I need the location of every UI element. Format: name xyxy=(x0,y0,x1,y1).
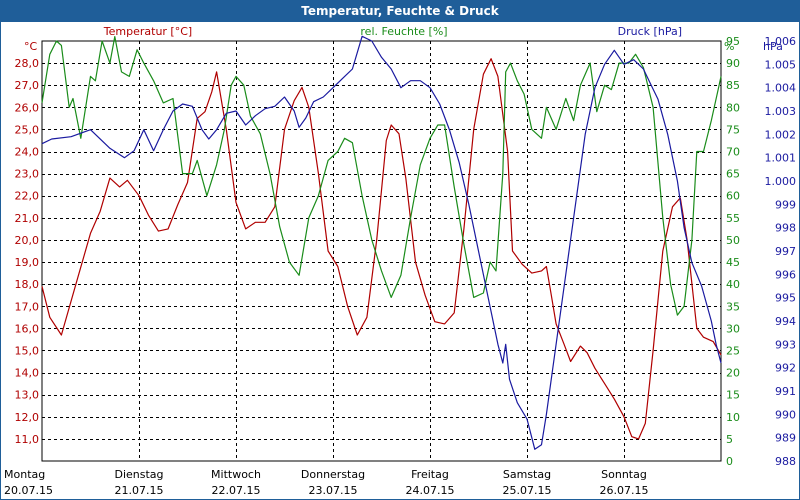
pressure-axis-title: Druck [hPa] xyxy=(618,25,682,38)
window-title: Temperatur, Feuchte & Druck xyxy=(1,1,799,22)
temperature-series-line xyxy=(41,58,722,440)
humidity-tick-label: 55 xyxy=(726,212,740,225)
pressure-tick-label: 1.005 xyxy=(765,58,797,71)
humidity-tick-label: 15 xyxy=(726,389,740,402)
pressure-tick-label: 998 xyxy=(775,222,796,235)
pressure-tick-label: 995 xyxy=(775,292,796,305)
humidity-tick-label: 20 xyxy=(726,367,740,380)
x-tick-day-label: Montag xyxy=(4,468,45,481)
humidity-tick-label: 35 xyxy=(726,300,740,313)
pressure-tick-label: 993 xyxy=(775,338,796,351)
humidity-tick-label: 90 xyxy=(726,57,740,70)
humidity-tick-label: 60 xyxy=(726,190,740,203)
humidity-tick-label: 85 xyxy=(726,79,740,92)
temperature-tick-label: 18,0 xyxy=(15,278,40,291)
pressure-tick-label: 1.003 xyxy=(765,105,797,118)
temperature-tick-label: 15,0 xyxy=(15,344,40,357)
pressure-unit-label: hPa xyxy=(763,40,783,53)
x-tick-day-label: Donnerstag xyxy=(301,468,365,481)
axes: 11,0 12,0 13,0 14,0 15,0 16,0 17,0 18,0 19,0 20,0… xyxy=(4,25,796,497)
x-tick-date-label: 25.07.15 xyxy=(503,484,552,497)
humidity-tick-label: 30 xyxy=(726,322,740,335)
pressure-tick-label: 990 xyxy=(775,408,796,421)
temperature-tick-label: 22,0 xyxy=(15,190,40,203)
temperature-tick-label: 27,0 xyxy=(15,79,40,92)
humidity-series-line xyxy=(41,35,722,316)
pressure-tick-label: 1.002 xyxy=(765,128,797,141)
temperature-tick-label: 13,0 xyxy=(15,389,40,402)
x-tick-date-label: 20.07.15 xyxy=(4,484,53,497)
pressure-tick-label: 997 xyxy=(775,245,796,258)
pressure-tick-label: 1.006 xyxy=(765,35,797,48)
humidity-tick-label: 75 xyxy=(726,123,740,136)
temperature-tick-label: 26,0 xyxy=(15,101,40,114)
pressure-tick-label: 992 xyxy=(775,362,796,375)
humidity-tick-label: 10 xyxy=(726,411,740,424)
pressure-tick-label: 994 xyxy=(775,315,796,328)
pressure-tick-label: 1.000 xyxy=(765,175,797,188)
humidity-unit-label: % xyxy=(724,40,734,53)
x-tick-day-label: Freitag xyxy=(411,468,449,481)
humidity-tick-label: 45 xyxy=(726,256,740,269)
humidity-tick-label: 25 xyxy=(726,344,740,357)
temperature-unit-label: °C xyxy=(24,40,38,53)
plot-area-border xyxy=(41,40,722,462)
x-tick-date-label: 22.07.15 xyxy=(212,484,261,497)
pressure-tick-label: 1.004 xyxy=(765,82,797,95)
x-tick-day-label: Samstag xyxy=(503,468,551,481)
pressure-tick-label: 988 xyxy=(775,455,796,468)
x-tick-date-label: 23.07.15 xyxy=(309,484,358,497)
humidity-tick-label: 0 xyxy=(726,455,733,468)
x-tick-day-label: Sonntag xyxy=(601,468,647,481)
temperature-tick-label: 19,0 xyxy=(15,256,40,269)
pressure-tick-label: 991 xyxy=(775,385,796,398)
temperature-tick-label: 20,0 xyxy=(15,234,40,247)
x-tick-date-label: 24.07.15 xyxy=(406,484,455,497)
pressure-tick-label: 989 xyxy=(775,432,796,445)
humidity-tick-label: 80 xyxy=(726,101,740,114)
temperature-tick-label: 12,0 xyxy=(15,411,40,424)
humidity-tick-label: 70 xyxy=(726,146,740,159)
temperature-tick-label: 11,0 xyxy=(15,433,40,446)
humidity-axis-title: rel. Feuchte [%] xyxy=(360,25,447,38)
x-tick-date-label: 26.07.15 xyxy=(600,484,649,497)
temperature-tick-label: 21,0 xyxy=(15,212,40,225)
x-tick-date-label: 21.07.15 xyxy=(115,484,164,497)
temperature-tick-label: 23,0 xyxy=(15,168,40,181)
temperature-tick-label: 17,0 xyxy=(15,300,40,313)
humidity-tick-label: 5 xyxy=(726,433,733,446)
temperature-tick-label: 28,0 xyxy=(15,57,40,70)
x-tick-day-label: Mittwoch xyxy=(211,468,261,481)
temperature-tick-label: 25,0 xyxy=(15,123,40,136)
grid-lines xyxy=(42,41,721,461)
temperature-tick-label: 16,0 xyxy=(15,322,40,335)
pressure-tick-label: 996 xyxy=(775,268,796,281)
pressure-tick-label: 1.001 xyxy=(765,152,797,165)
humidity-tick-label: 50 xyxy=(726,234,740,247)
humidity-tick-label: 65 xyxy=(726,168,740,181)
pressure-tick-label: 999 xyxy=(775,198,796,211)
temperature-tick-label: 14,0 xyxy=(15,367,40,380)
pressure-series-line xyxy=(41,35,722,450)
humidity-tick-label: 40 xyxy=(726,278,740,291)
temperature-tick-label: 24,0 xyxy=(15,146,40,159)
temperature-axis-title: Temperatur [°C] xyxy=(103,25,192,38)
series-lines xyxy=(41,35,722,450)
x-tick-day-label: Dienstag xyxy=(114,468,163,481)
humidity-tick-label: 95 xyxy=(726,35,740,48)
